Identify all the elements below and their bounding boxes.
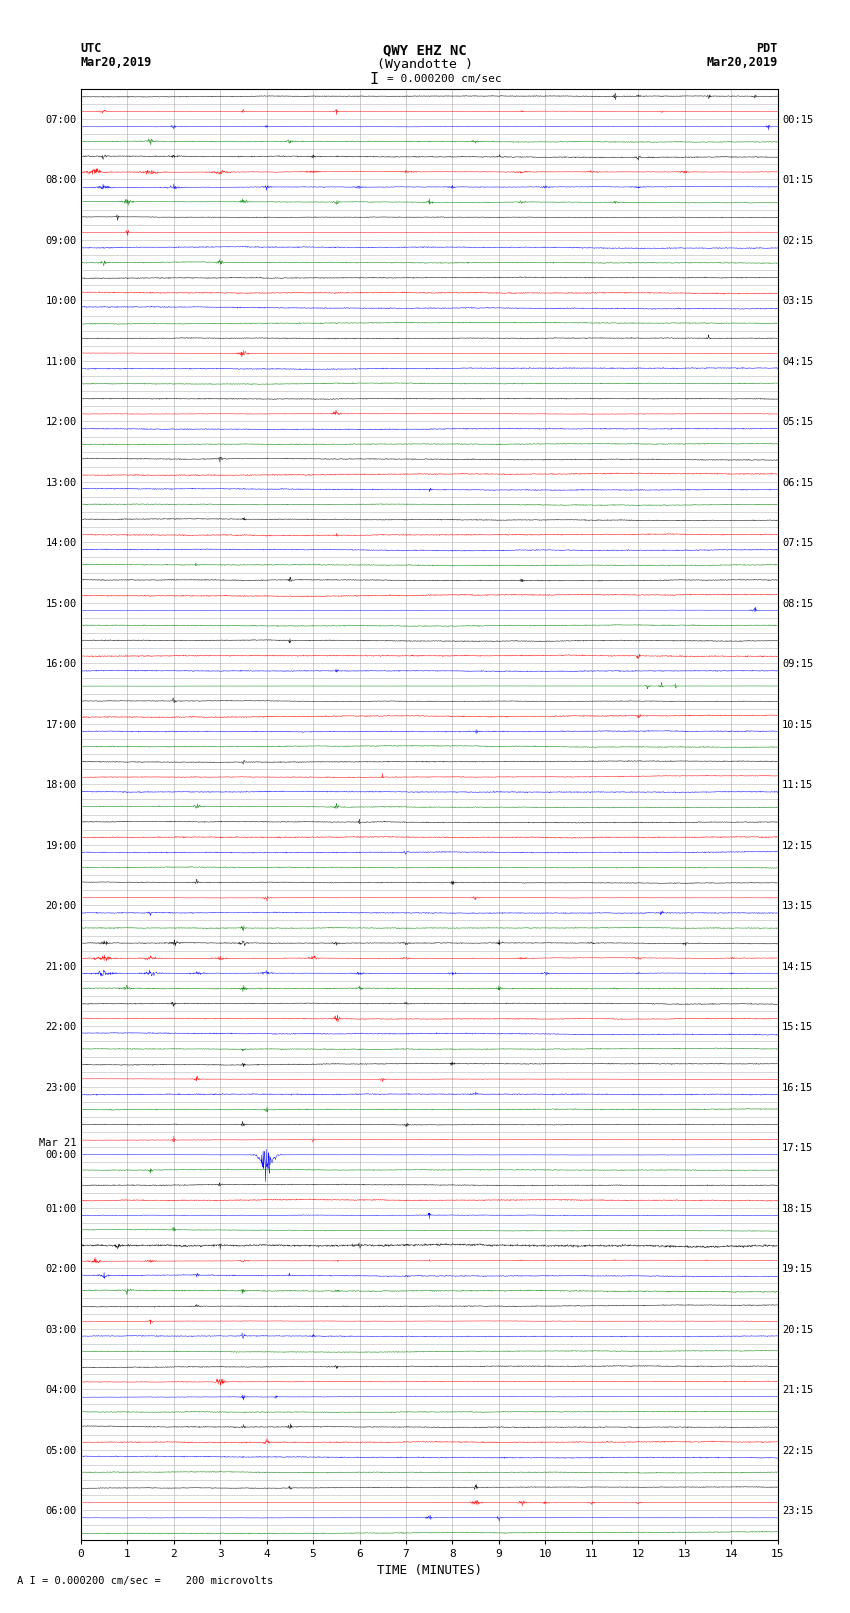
Text: QWY EHZ NC: QWY EHZ NC xyxy=(383,44,467,56)
Text: Mar20,2019: Mar20,2019 xyxy=(81,56,152,69)
Text: I: I xyxy=(370,71,378,87)
X-axis label: TIME (MINUTES): TIME (MINUTES) xyxy=(377,1563,482,1576)
Text: A I = 0.000200 cm/sec =    200 microvolts: A I = 0.000200 cm/sec = 200 microvolts xyxy=(17,1576,273,1586)
Text: Mar20,2019: Mar20,2019 xyxy=(706,56,778,69)
Text: = 0.000200 cm/sec: = 0.000200 cm/sec xyxy=(387,74,501,84)
Text: PDT: PDT xyxy=(756,42,778,55)
Text: UTC: UTC xyxy=(81,42,102,55)
Text: (Wyandotte ): (Wyandotte ) xyxy=(377,58,473,71)
